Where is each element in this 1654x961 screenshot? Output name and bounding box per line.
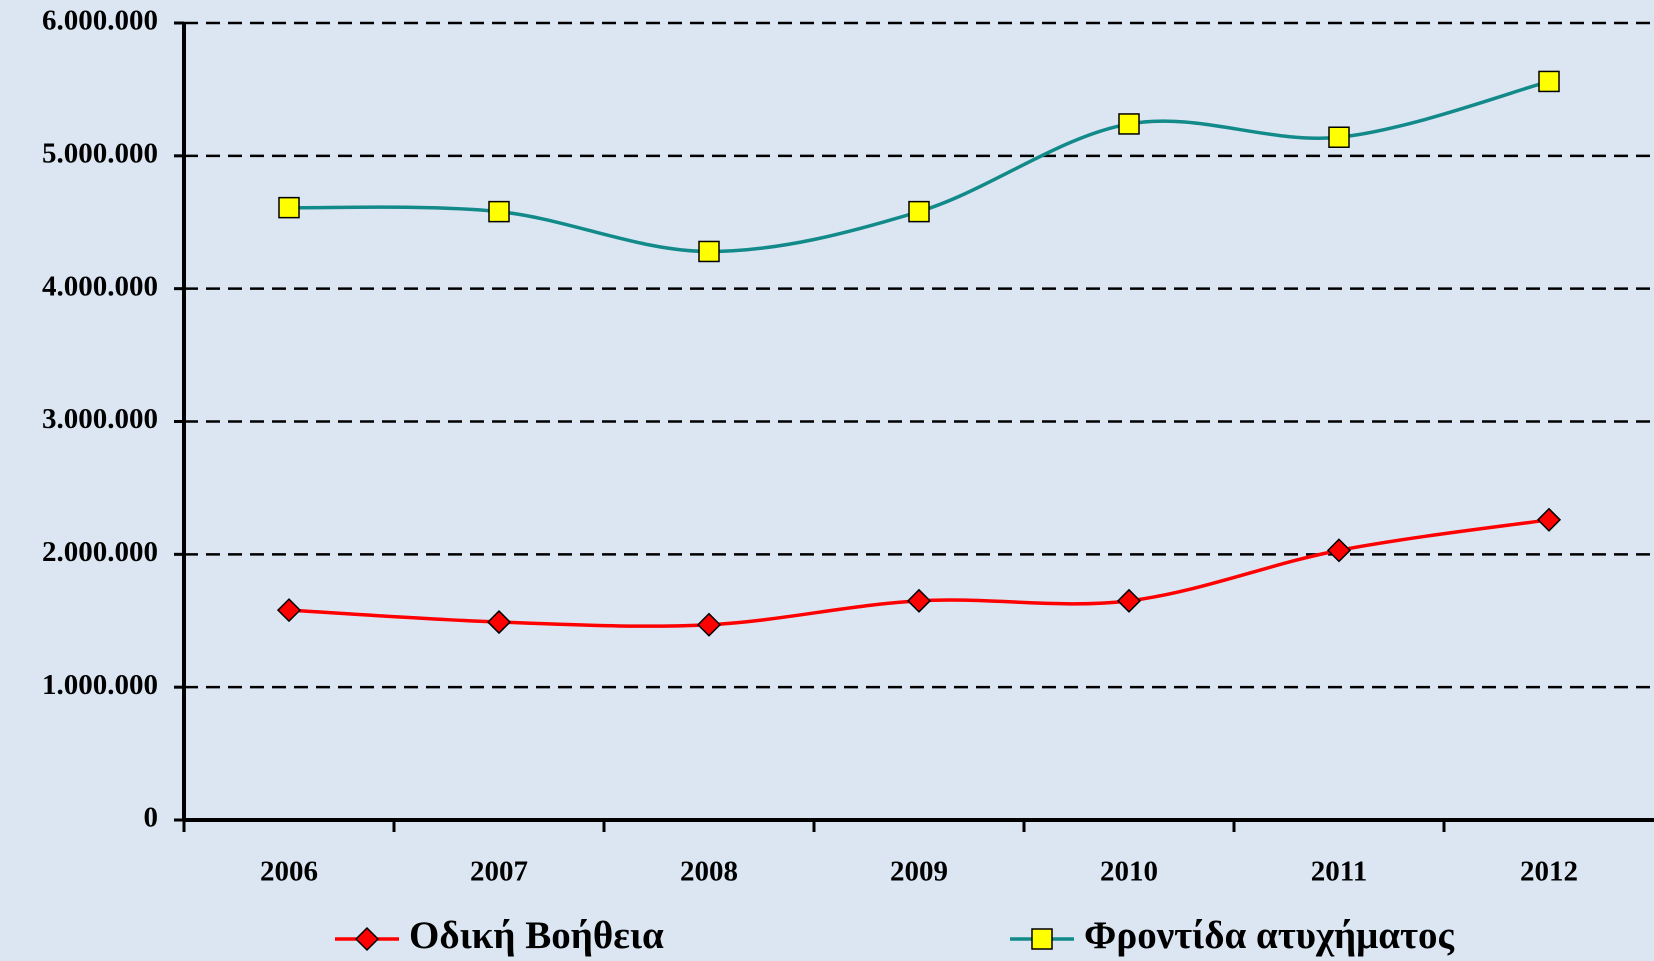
legend-label: Φροντίδα ατυχήματος [1084,914,1454,957]
y-tick-label: 3.000.000 [42,403,158,435]
marker [1031,928,1053,950]
y-tick-label: 6.000.000 [42,5,158,37]
marker [1328,126,1350,148]
marker [908,200,930,223]
x-tick-label: 2010 [1100,856,1158,888]
x-tick-label: 2008 [680,856,738,888]
marker [278,196,300,219]
series-line [288,79,1550,254]
y-tick-label: 0 [144,802,159,834]
marker [1536,507,1562,532]
y-tick-label: 2.000.000 [42,536,158,568]
marker [1538,70,1560,93]
marker [1116,588,1142,613]
y-tick-label: 5.000.000 [42,137,158,169]
x-tick-label: 2007 [470,856,528,888]
marker [488,200,510,223]
legend-label: Οδική Βοήθεια [409,914,664,957]
marker [698,240,720,263]
marker [1326,538,1352,563]
marker [486,610,512,635]
x-tick-label: 2012 [1520,856,1578,888]
x-tick-label: 2009 [890,856,948,888]
x-tick-label: 2006 [260,856,318,888]
y-tick-label: 4.000.000 [42,270,158,302]
marker [696,612,722,637]
y-tick-label: 1.000.000 [42,669,158,701]
marker [1118,113,1140,135]
x-tick-label: 2011 [1311,856,1367,888]
marker [354,926,380,952]
marker [276,598,302,623]
marker [906,588,932,613]
